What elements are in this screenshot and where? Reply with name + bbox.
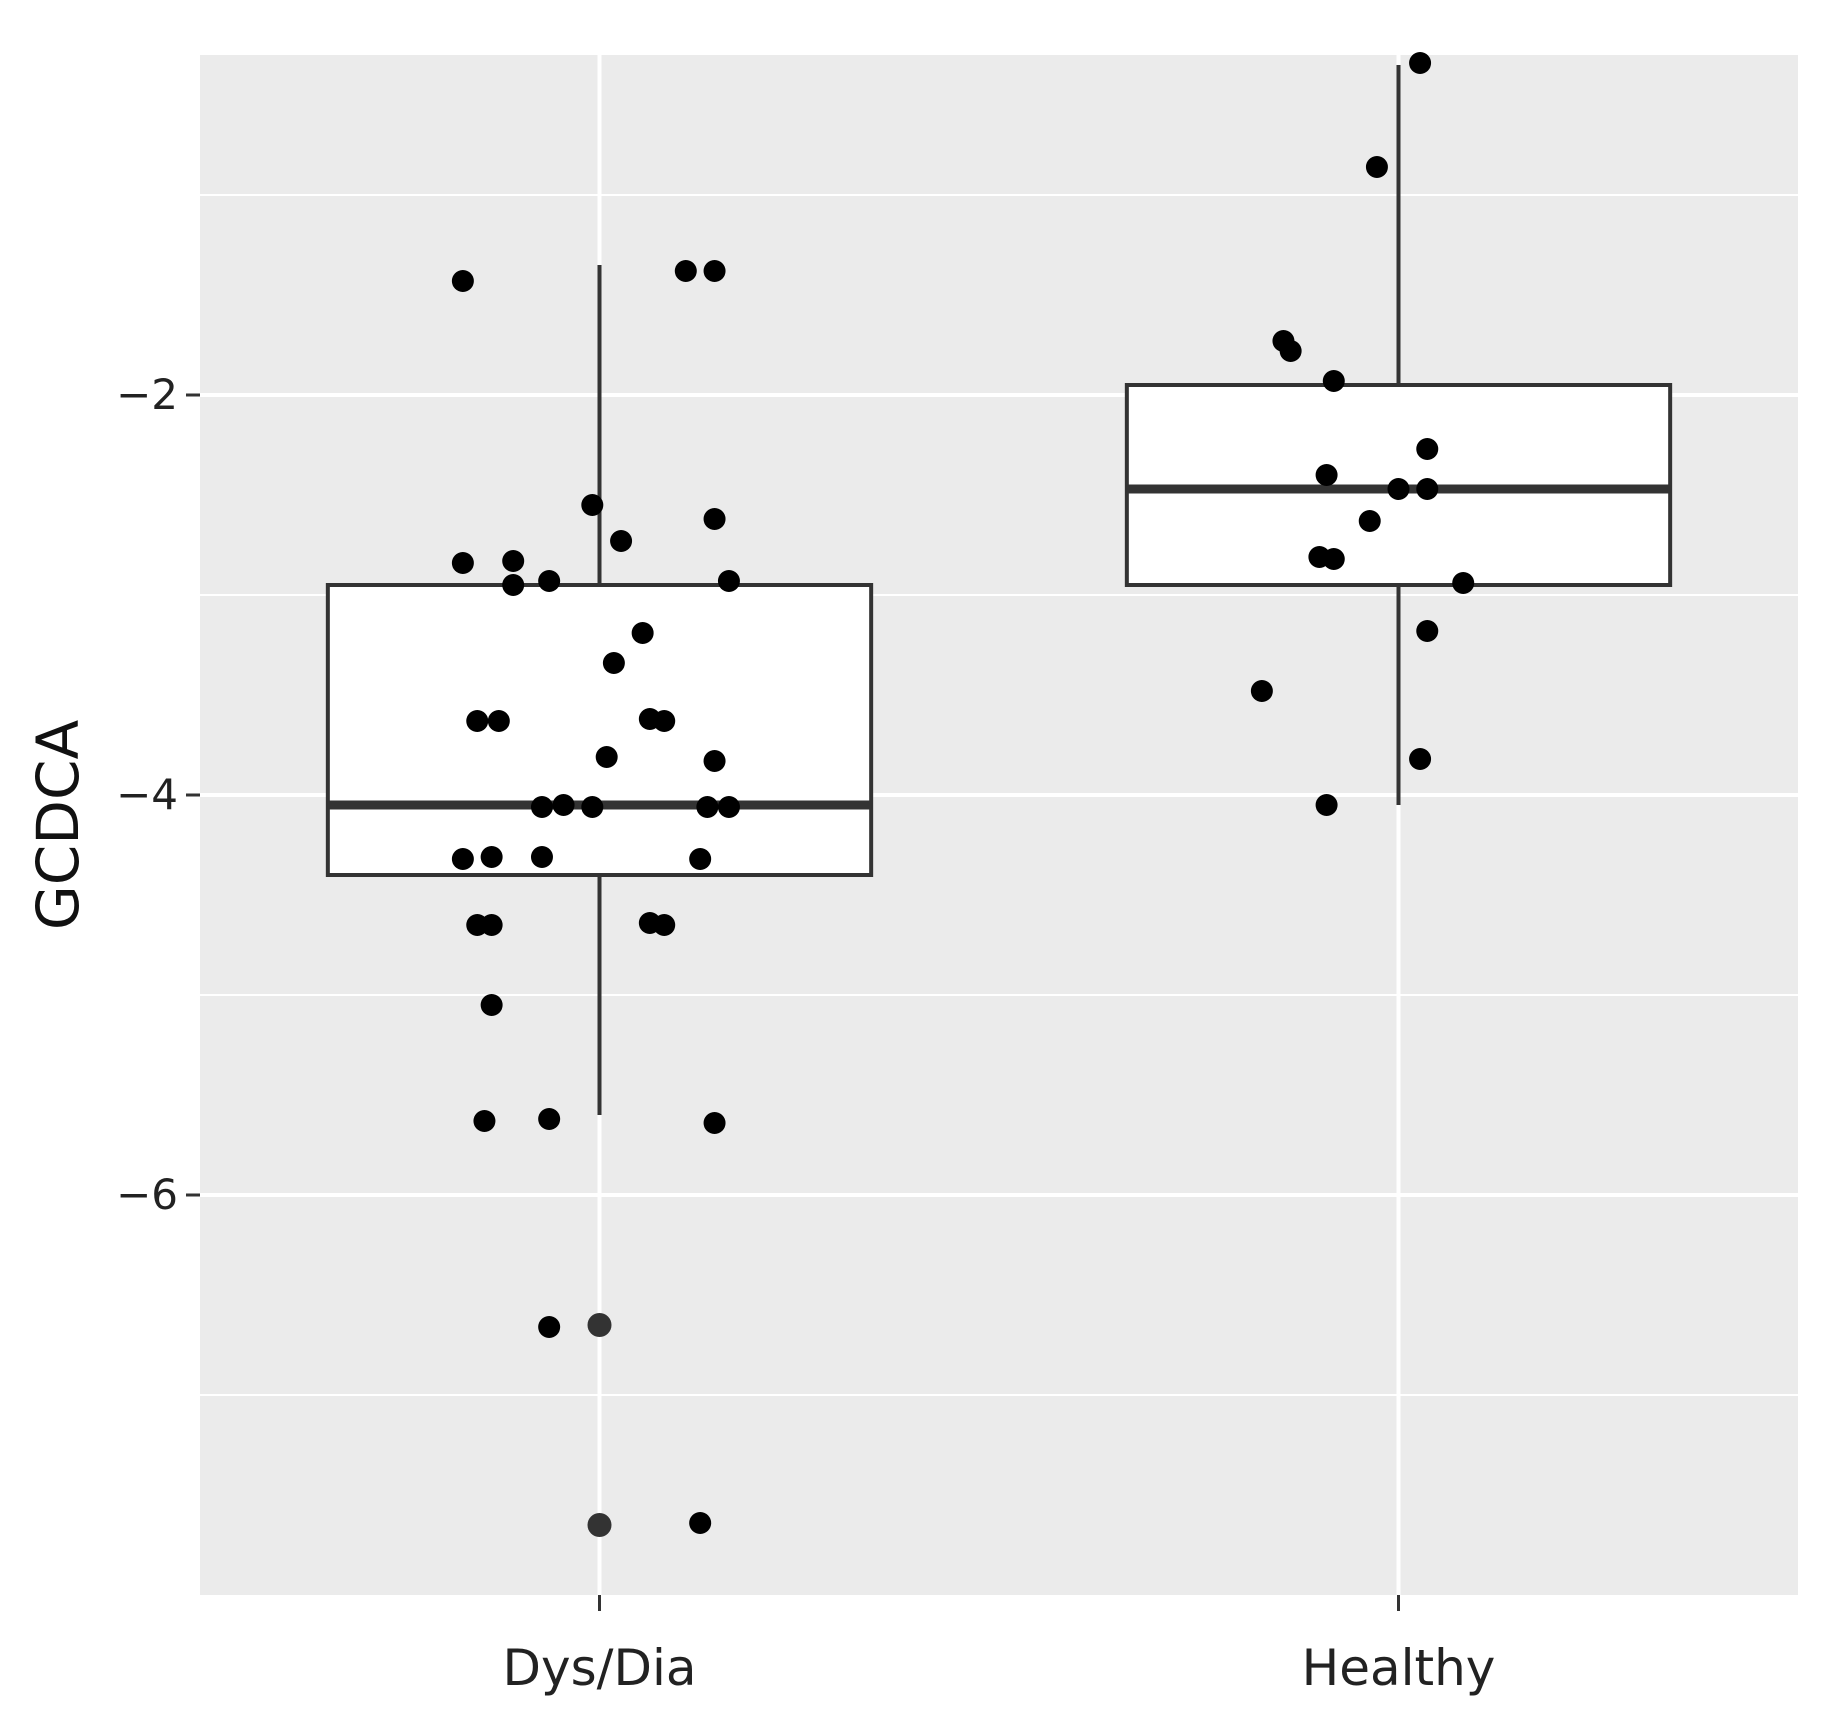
outlier-point <box>587 1513 612 1537</box>
data-point <box>674 260 697 282</box>
data-point <box>653 914 676 936</box>
data-point <box>1416 438 1439 460</box>
data-point <box>581 796 604 818</box>
y-tick-label: −2 <box>116 370 178 419</box>
data-point <box>502 550 525 572</box>
data-point <box>610 530 633 552</box>
data-point <box>1387 478 1410 500</box>
data-point <box>538 1108 561 1130</box>
data-point <box>1250 680 1273 702</box>
data-point <box>1322 548 1345 570</box>
data-point <box>717 796 740 818</box>
data-point <box>1322 370 1345 392</box>
data-point <box>1315 464 1338 486</box>
data-point <box>631 622 654 644</box>
data-point <box>602 652 625 674</box>
data-point <box>473 1110 496 1132</box>
data-point <box>703 508 726 530</box>
data-point <box>480 994 503 1016</box>
data-point <box>502 574 525 596</box>
data-point <box>1416 620 1439 642</box>
data-point <box>595 746 618 768</box>
y-tick-label: −4 <box>116 770 178 819</box>
data-point <box>717 570 740 592</box>
data-point <box>703 260 726 282</box>
data-point <box>530 796 553 818</box>
data-point <box>1358 510 1381 532</box>
data-point <box>1279 340 1302 362</box>
points-layer <box>451 52 1475 1534</box>
y-tick-label: −6 <box>116 1170 178 1219</box>
y-axis-title: GCDCA <box>24 720 92 931</box>
data-point <box>538 1316 561 1338</box>
data-point <box>466 710 489 732</box>
data-point <box>689 848 712 870</box>
data-point <box>538 570 561 592</box>
data-point <box>466 914 489 936</box>
outlier-point <box>587 1313 612 1337</box>
data-point <box>703 750 726 772</box>
data-point <box>1409 52 1432 74</box>
x-tick-label: Healthy <box>1302 1639 1496 1697</box>
data-point <box>451 552 474 574</box>
data-point <box>581 494 604 516</box>
data-point <box>703 1112 726 1134</box>
data-point <box>451 848 474 870</box>
data-point <box>451 270 474 292</box>
data-point <box>696 796 719 818</box>
box-iqr <box>325 583 874 877</box>
data-point <box>1365 156 1388 178</box>
data-point <box>653 710 676 732</box>
data-point <box>552 794 575 816</box>
data-point <box>1315 794 1338 816</box>
data-point <box>530 846 553 868</box>
x-tick-label: Dys/Dia <box>502 1639 696 1697</box>
data-point <box>689 1512 712 1534</box>
data-point <box>1416 478 1439 500</box>
data-point <box>1409 748 1432 770</box>
data-point <box>1452 572 1475 594</box>
axes-layer: −2 −4 −6 Dys/Dia Healthy <box>116 370 1495 1697</box>
data-point <box>487 710 510 732</box>
data-point <box>480 846 503 868</box>
